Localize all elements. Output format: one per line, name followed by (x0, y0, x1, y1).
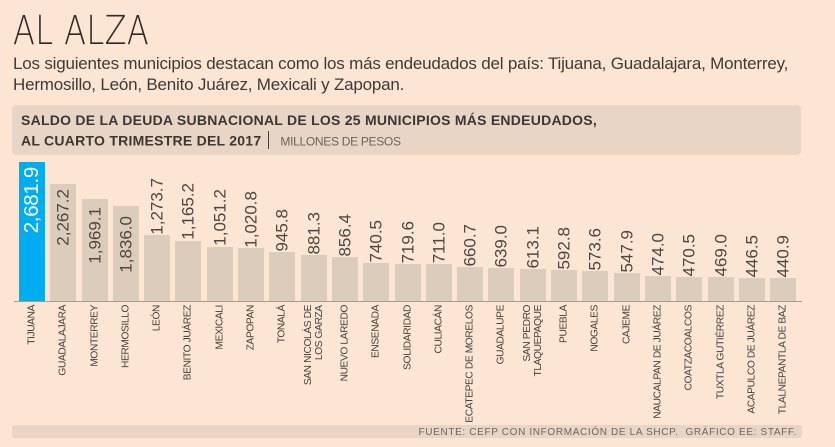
category-label: TONALÁ (276, 304, 288, 343)
bar-le-n (144, 235, 171, 301)
intro-line-2: Hermosillo, León, Benito Juárez, Mexical… (13, 75, 405, 94)
x-axis-line (14, 300, 802, 303)
bar-ecatepec-de-morelos (457, 266, 484, 301)
category-label: GUADALUPE (495, 304, 507, 364)
intro-line-1: Los siguientes municipios destacan como … (13, 53, 789, 73)
bar-tonal- (269, 252, 296, 301)
chart-header-period: AL CUARTO TRIMESTRE DEL 2017 (21, 132, 262, 148)
category-label: TIJUANA (26, 304, 38, 345)
bar-nuevo-laredo (331, 256, 358, 301)
category-label: ECATEPEC DE MORELOS (464, 304, 476, 423)
category-label: CAJEME (621, 304, 633, 344)
category-label: LEÓN (151, 304, 163, 331)
value-label: 573.6 (585, 228, 605, 271)
category-label: TUXTLA GUTIÉRREZ (715, 304, 726, 399)
category-label: ACAPULCO DE JUÁREZ (746, 304, 758, 414)
page-title: AL ALZA (13, 8, 150, 54)
category-label: NAUCALPAN DE JUÁREZ (652, 304, 664, 419)
value-label: 470.5 (679, 233, 699, 277)
header-divider (268, 130, 270, 149)
bar-chart: 2,681.9 TIJUANA 2,267.2 GUADALAJARA 1,969.1 M… (0, 162, 835, 422)
category-label: SAN PEDRO TLAQUEPAQUE (521, 304, 544, 377)
value-label: 547.9 (617, 229, 637, 273)
category-label: GUADALAJARA (57, 304, 69, 376)
category-label: NOGALES (589, 304, 601, 352)
bar-tlalnepantla-de-baz (770, 278, 797, 301)
category-label: PUEBLA (558, 304, 570, 343)
bar-mexicali (206, 246, 233, 301)
bar-tijuana (18, 162, 45, 301)
value-label: 446.5 (742, 234, 762, 278)
bar-guadalajara (50, 183, 77, 301)
category-label: MEXICALI (214, 304, 226, 350)
source-footer-band: FUENTE: CEFP CON INFORMACIÓN DE LA SHCP.… (12, 424, 802, 438)
value-label: 639.0 (491, 224, 511, 268)
category-label: COATZACOALCOS (683, 304, 695, 390)
value-label: 474.0 (648, 233, 668, 276)
category-label: CULIACÁN (433, 304, 445, 353)
chart-units: MILLONES DE PESOS (280, 134, 401, 148)
category-label: NUEVO LAREDO (339, 304, 351, 381)
bar-naucalpan-de-ju-rez (644, 276, 671, 301)
bar-zapopan (238, 248, 264, 301)
category-label: ZAPOPAN (245, 304, 257, 350)
bar-solidaridad (394, 263, 421, 301)
category-label: MONTERREY (89, 304, 100, 367)
category-label: SAN NICOLÁS DE LOS GARZA (302, 304, 325, 385)
category-label: BENITO JUÁREZ (182, 304, 194, 380)
intro-text: Los siguientes municipios destacan como … (13, 53, 788, 96)
bar-guadalupe (488, 267, 515, 301)
value-label: 469.0 (711, 233, 730, 277)
value-label: 719.6 (398, 220, 417, 264)
bar-benito-ju-rez (175, 240, 202, 301)
value-label: 613.1 (523, 226, 543, 269)
value-label: 440.9 (773, 235, 793, 278)
value-label: 1,836.0 (116, 216, 136, 274)
bar-hermosillo (112, 205, 139, 301)
value-label: 1,273.7 (147, 177, 167, 235)
value-label: 711.0 (429, 222, 449, 264)
value-label: 1,165.2 (178, 183, 198, 241)
value-label: 1,051.2 (210, 189, 230, 246)
bar-san-pedro-tlaquepaque (519, 269, 546, 301)
value-label: 1,969.1 (85, 207, 104, 265)
value-label: 592.8 (554, 227, 574, 270)
value-label: 945.8 (272, 208, 292, 252)
chart-header-band: SALDO DE LA DEUDA SUBNACIONAL DE LOS 25 … (12, 105, 801, 155)
bar-nogales (582, 271, 609, 301)
bar-coatzacoalcos (676, 276, 703, 301)
bar-san-nicol-s-de-los-garza (300, 255, 327, 301)
source-text: FUENTE: CEFP CON INFORMACIÓN DE LA SHCP.… (418, 426, 797, 438)
value-label: 660.7 (460, 223, 480, 267)
category-label: ENSENADA (370, 304, 382, 358)
bar-acapulco-de-ju-rez (738, 277, 765, 301)
bar-cajeme (613, 272, 640, 301)
chart-header-line-1: SALDO DE LA DEUDA SUBNACIONAL DE LOS 25 … (21, 112, 598, 128)
bar-monterrey (81, 198, 108, 301)
bar-culiac-n (425, 264, 452, 301)
bar-ensenada (363, 262, 390, 301)
value-label: 740.5 (366, 219, 386, 263)
value-label: 881.3 (304, 212, 324, 255)
value-label: 856.4 (335, 213, 355, 257)
chart-header-line-2: AL CUARTO TRIMESTRE DEL 2017 MILLONES DE … (21, 130, 801, 152)
value-label: 1,020.8 (241, 190, 261, 248)
bar-tuxtla-guti-rrez (707, 276, 734, 301)
category-label: TLALNEPANTLA DE BAZ (777, 304, 789, 414)
value-label: 2,267.2 (53, 189, 73, 246)
category-label: HERMOSILLO (120, 304, 132, 368)
bar-puebla (551, 270, 577, 301)
value-label: 2,681.9 (19, 166, 43, 233)
category-label: SOLIDARIDAD (402, 304, 413, 370)
